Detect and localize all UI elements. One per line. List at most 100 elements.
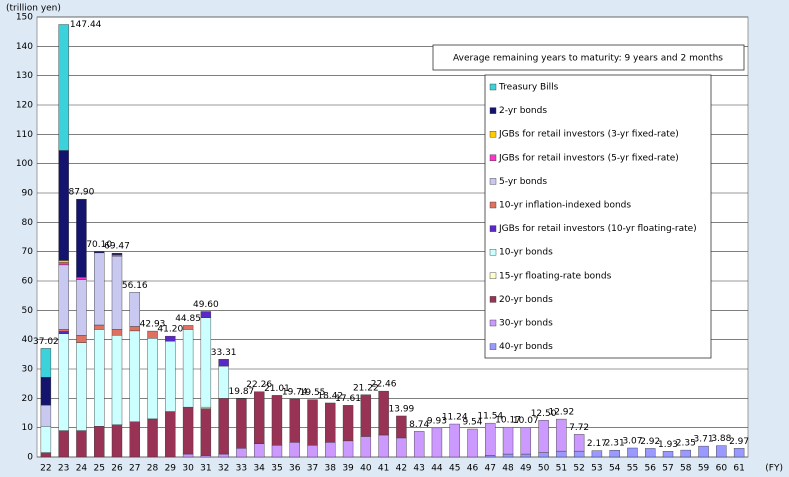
bar-segment	[58, 430, 69, 458]
bar-segment	[182, 325, 194, 330]
bar-segment	[165, 335, 176, 342]
x-tick-label: 41	[378, 464, 389, 474]
x-tick-label: 44	[431, 464, 443, 474]
bar-segment	[342, 405, 354, 442]
total-label: 10.07	[513, 416, 539, 426]
bar-segment	[182, 406, 194, 455]
legend-swatch	[489, 343, 497, 350]
bar-segment	[627, 447, 638, 458]
bar-segment	[502, 453, 514, 458]
legend-label: 10-yr inflation-indexed bonds	[499, 201, 631, 211]
total-label: 13.99	[389, 404, 415, 414]
bar-segment	[40, 426, 52, 453]
y-tick-label: 80	[22, 218, 34, 228]
bar-segment	[396, 437, 407, 458]
bar-segment	[147, 330, 158, 339]
bar-segment	[485, 455, 496, 458]
total-label: 21.01	[264, 384, 290, 394]
total-label: 49.60	[193, 300, 219, 310]
bar-segment	[76, 335, 87, 343]
x-tick-label: 52	[573, 464, 584, 474]
bar-segment	[58, 331, 69, 335]
bar-segment	[609, 450, 620, 458]
legend-box	[484, 74, 712, 359]
bar-segment	[218, 359, 229, 367]
bar-segment	[467, 428, 478, 458]
x-tick-label: 49	[520, 464, 532, 474]
total-label: 19.74	[282, 388, 308, 398]
total-label: 42.93	[140, 320, 166, 330]
legend-label: 30-yr bonds	[499, 319, 553, 329]
total-label: 7.72	[569, 423, 589, 433]
bar-segment	[58, 262, 69, 266]
bar-segment	[40, 452, 52, 458]
bar-segment	[111, 254, 123, 257]
x-tick-label: 53	[591, 464, 602, 474]
bar-segment	[413, 431, 425, 458]
bar-segment	[94, 324, 105, 330]
legend-swatch	[489, 296, 497, 303]
bar-segment	[200, 317, 212, 408]
bar-segment	[556, 450, 567, 458]
y-tick-label: 20	[22, 394, 34, 404]
bar-segment	[200, 455, 212, 458]
bar-segment	[218, 398, 229, 455]
x-tick-label: 43	[413, 464, 424, 474]
bar-segment	[129, 421, 140, 458]
bar-segment	[289, 398, 300, 443]
bar-segment	[40, 404, 52, 427]
total-label: 18.42	[317, 391, 343, 401]
total-label: 12.92	[548, 408, 574, 418]
legend-swatch	[489, 248, 497, 256]
x-tick-label: 32	[218, 464, 229, 474]
total-label: 2.97	[729, 437, 749, 447]
legend-swatch	[489, 225, 497, 232]
legend-swatch	[489, 107, 497, 114]
legend-label: 5-yr bonds	[499, 177, 547, 187]
x-tick-label: 57	[662, 464, 673, 474]
bar-segment	[325, 442, 336, 458]
bar-segment	[253, 391, 265, 445]
x-tick-label: 23	[58, 464, 69, 474]
total-label: 8.74	[409, 420, 429, 430]
bar-segment	[200, 406, 212, 409]
y-unit-label: (trillion yen)	[6, 4, 61, 14]
bar-segment	[111, 329, 123, 336]
annotation: Average remaining years to maturity: 9 y…	[453, 54, 723, 64]
bar-segment	[680, 449, 691, 458]
total-label: 2.17	[587, 439, 607, 449]
legend-swatch	[489, 154, 497, 162]
bar-segment	[147, 418, 158, 458]
bar-segment	[360, 394, 372, 437]
x-tick-label: 33	[236, 464, 247, 474]
total-label: 70.10	[86, 240, 112, 250]
bar-segment	[147, 338, 158, 420]
y-tick-label: 60	[22, 277, 34, 287]
x-tick-label: 55	[627, 464, 638, 474]
bar-segment	[94, 251, 105, 254]
x-tick-label: 36	[289, 464, 301, 474]
x-tick-label: 58	[680, 464, 692, 474]
y-tick-label: 30	[22, 365, 34, 375]
legend-label: 2-yr bonds	[499, 106, 547, 116]
legend-label: JGBs for retail investors (10-yr floatin…	[498, 224, 697, 234]
total-label: 56.16	[122, 281, 148, 291]
bar-segment	[40, 377, 52, 406]
bar-segment	[253, 443, 265, 458]
x-tick-label: 26	[111, 464, 123, 474]
bar-segment	[520, 453, 532, 458]
y-tick-label: 140	[16, 42, 33, 52]
legend-swatch	[489, 272, 497, 279]
bar-segment	[58, 24, 69, 151]
bar-segment	[76, 430, 87, 458]
bar-segment	[111, 255, 123, 330]
bar-segment	[94, 329, 105, 427]
total-label: 19.87	[229, 387, 255, 397]
bar-segment	[342, 440, 354, 458]
x-tick-label: 30	[182, 464, 194, 474]
bar-segment	[200, 408, 212, 456]
legend-label: 20-yr bonds	[499, 295, 553, 305]
bar-segment	[378, 434, 389, 458]
legend-label: 40-yr bonds	[499, 342, 553, 352]
